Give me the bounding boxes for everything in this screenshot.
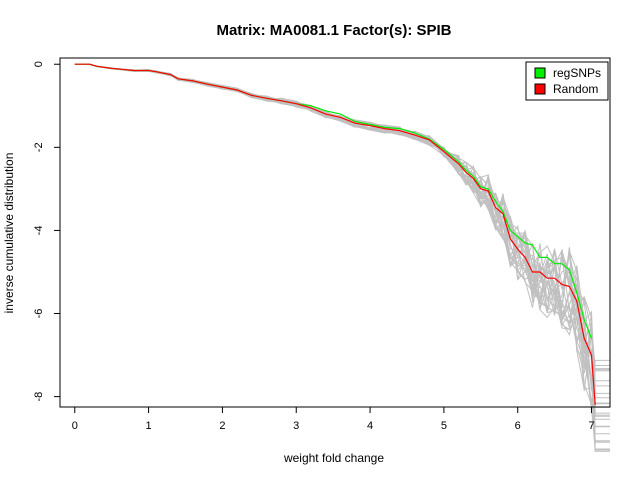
background-run-line [74,63,610,391]
background-run-line [74,63,610,370]
legend: regSNPs Random [525,61,609,101]
y-tick-label: -8 [33,392,45,402]
chart-title: Matrix: MA0081.1 Factor(s): SPIB [216,22,451,39]
y-axis: 0 -2 -4 -6 -8 [33,61,61,402]
background-run-line [74,63,610,366]
series-line-random [74,63,596,405]
background-run-line [74,63,610,411]
x-tick-label: 6 [515,420,521,432]
x-tick-label: 0 [72,420,78,432]
legend-label-random: Random [553,82,598,96]
background-runs [74,63,610,452]
y-tick-label: -6 [33,309,45,319]
series-lines [74,63,596,405]
background-run-line [74,63,610,443]
x-tick-label: 5 [441,420,447,432]
background-run-line [74,63,610,371]
legend-swatch-random [534,83,546,95]
legend-swatch-regsnps [534,67,546,79]
y-tick-label: -2 [33,142,45,152]
x-tick-label: 3 [293,420,299,432]
x-tick-label: 2 [219,420,225,432]
y-tick-label: -4 [33,226,45,236]
x-tick-label: 4 [367,420,373,432]
background-run-line [74,63,610,394]
x-tick-label: 1 [146,420,152,432]
y-axis-label: inverse cumulative distribution [2,153,16,314]
series-line-regsnps [74,63,593,339]
plot-frame [59,57,611,408]
x-tick-label: 7 [588,420,594,432]
x-axis-label: weight fold change [283,451,384,465]
y-tick-label: 0 [33,61,45,67]
background-run-line [74,63,610,382]
x-axis: 0 1 2 3 4 5 6 7 [72,406,595,432]
legend-label-regsnps: regSNPs [553,66,601,80]
background-run-line [74,63,610,387]
background-run-line [74,63,610,384]
